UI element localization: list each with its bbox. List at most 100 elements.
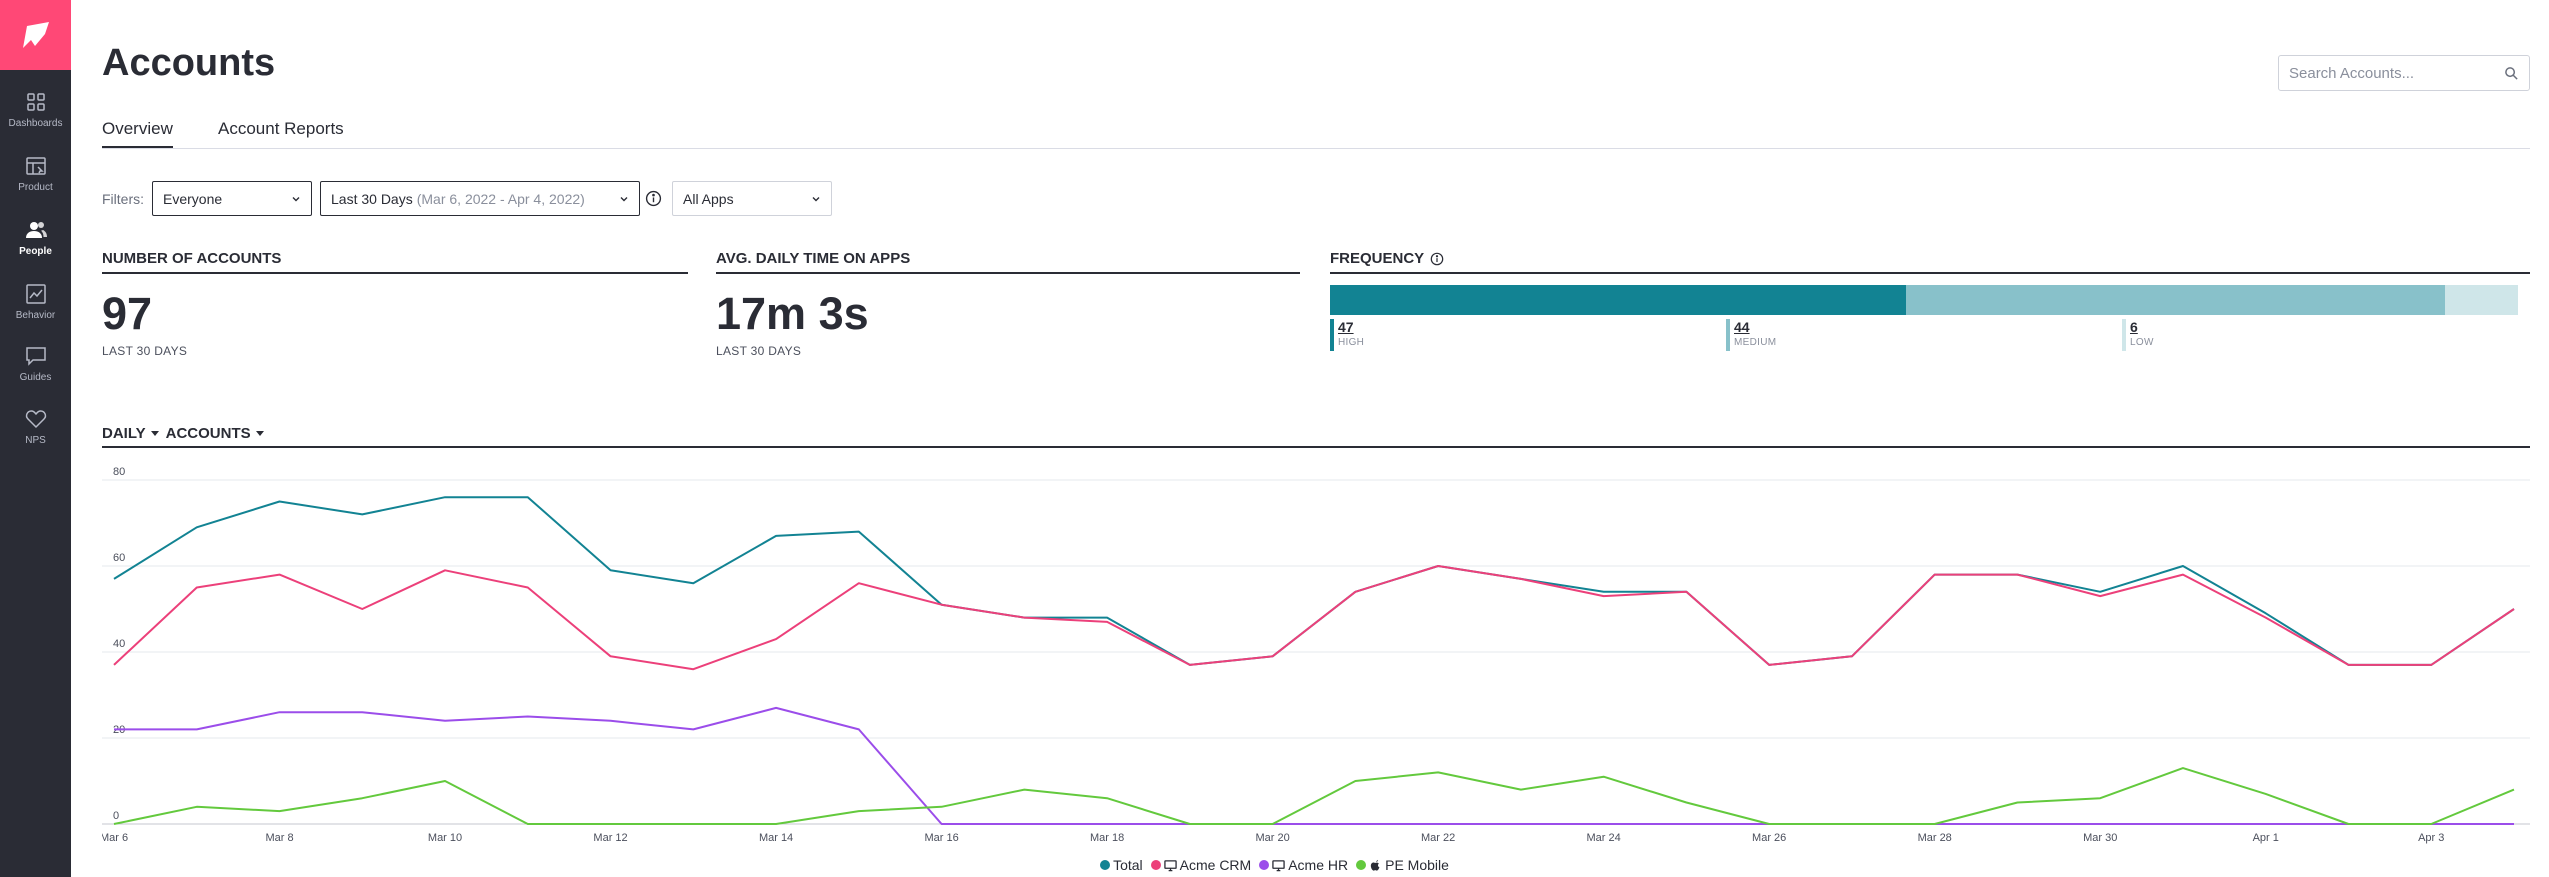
x-tick-label: Mar 10 — [428, 832, 462, 844]
legend-label: Total — [1113, 857, 1143, 873]
apps-select[interactable]: All Apps — [672, 181, 832, 216]
legend-dot — [1100, 860, 1111, 870]
legend-item[interactable]: Total — [1100, 857, 1143, 873]
metric-avg-daily-time: AVG. DAILY TIME ON APPS 17m 3s LAST 30 D… — [716, 250, 1300, 358]
x-tick-label: Mar 26 — [1752, 832, 1786, 844]
trend-icon — [25, 284, 46, 304]
grid-icon — [26, 93, 45, 111]
apps-value: All Apps — [683, 190, 734, 207]
metric-title: NUMBER OF ACCOUNTS — [102, 250, 688, 274]
legend-item[interactable]: PE Mobile — [1356, 857, 1449, 873]
y-tick-label: 80 — [113, 466, 125, 478]
x-tick-label: Mar 20 — [1255, 832, 1289, 844]
sidebar-item-dashboards[interactable]: Dashboards — [0, 90, 71, 144]
metric-dropdown[interactable]: ACCOUNTS — [165, 425, 251, 442]
tab-account-reports[interactable]: Account Reports — [218, 119, 344, 138]
desktop-icon — [1163, 859, 1177, 871]
x-tick-label: Apr 3 — [2418, 832, 2444, 844]
legend-item[interactable]: Acme HR — [1259, 857, 1348, 873]
info-icon[interactable] — [645, 190, 662, 207]
date-range-detail: (Mar 6, 2022 - Apr 4, 2022) — [416, 190, 585, 207]
segment-value: Everyone — [163, 190, 223, 207]
frequency-title: FREQUENCY — [1330, 250, 1425, 267]
frequency-count[interactable]: 47 — [1338, 319, 1354, 335]
chart-header: DAILY ACCOUNTS — [102, 425, 2530, 448]
frequency-segment-medium[interactable] — [1905, 285, 2445, 315]
legend-item[interactable]: Acme CRM — [1150, 857, 1252, 873]
metric-number-of-accounts: NUMBER OF ACCOUNTS 97 LAST 30 DAYS — [102, 250, 688, 358]
legend-dot — [1356, 860, 1367, 870]
metric-title: AVG. DAILY TIME ON APPS — [716, 250, 1300, 274]
frequency-count[interactable]: 6 — [2130, 319, 2138, 335]
legend-label: Acme CRM — [1179, 857, 1252, 873]
page-title: Accounts — [102, 42, 276, 84]
legend-label: Acme HR — [1288, 857, 1349, 873]
sidebar-item-nps[interactable]: NPS — [0, 407, 71, 461]
y-tick-label: 0 — [113, 810, 119, 822]
date-range-value: Last 30 Days — [331, 190, 413, 207]
sidebar-item-label: Product — [18, 182, 53, 193]
sidebar-item-label: Guides — [19, 372, 52, 383]
metric-frequency: FREQUENCY — [1330, 250, 2530, 274]
tab-overview[interactable]: Overview — [102, 119, 173, 148]
frequency-legend-item[interactable]: 47 HIGH — [1330, 319, 1365, 351]
series-line-acme-hr[interactable] — [114, 706, 2514, 825]
sidebar-item-label: Behavior — [15, 310, 56, 321]
y-tick-label: 60 — [113, 552, 125, 564]
caret-down-icon[interactable] — [150, 431, 159, 436]
sidebar-item-product[interactable]: Product — [0, 154, 71, 208]
frequency-legend-item[interactable]: 6 LOW — [2122, 319, 2154, 351]
filters-label: Filters: — [102, 190, 144, 207]
chevron-down-icon — [812, 197, 820, 202]
frequency-label: HIGH — [1338, 337, 1365, 348]
search-icon — [2505, 66, 2518, 80]
desktop-icon — [1272, 859, 1285, 871]
x-tick-label: Mar 18 — [1090, 832, 1124, 844]
x-tick-label: Mar 22 — [1421, 832, 1455, 844]
frequency-label: LOW — [2130, 337, 2154, 348]
info-icon[interactable] — [1430, 252, 1444, 266]
search-placeholder: Search Accounts... — [2289, 64, 2415, 82]
sidebar-item-behavior[interactable]: Behavior — [0, 282, 71, 336]
metric-subtitle: LAST 30 DAYS — [716, 344, 802, 358]
x-tick-label: Apr 1 — [2253, 832, 2279, 844]
sidebar-item-label: NPS — [25, 435, 46, 446]
x-tick-label: Mar 8 — [265, 832, 293, 844]
sidebar-item-guides[interactable]: Guides — [0, 344, 71, 398]
segment-select[interactable]: Everyone — [152, 181, 312, 216]
chevron-down-icon — [620, 197, 628, 202]
brand-logo[interactable] — [0, 0, 71, 70]
frequency-legend-item[interactable]: 44 MEDIUM — [1726, 319, 1777, 351]
interval-dropdown[interactable]: DAILY — [102, 425, 146, 442]
x-tick-label: Mar 24 — [1587, 832, 1621, 844]
series-line-total[interactable] — [113, 496, 2515, 666]
legend-dot — [1259, 860, 1270, 870]
caret-down-icon[interactable] — [255, 431, 264, 436]
frequency-segment-high[interactable] — [1330, 285, 1906, 315]
metric-subtitle: LAST 30 DAYS — [102, 344, 188, 358]
chat-icon — [25, 347, 46, 366]
y-tick-label: 40 — [113, 638, 125, 650]
metric-value: 17m 3s — [716, 288, 869, 339]
frequency-segment-low[interactable] — [2444, 285, 2518, 315]
date-range-select[interactable]: Last 30 Days (Mar 6, 2022 - Apr 4, 2022) — [320, 181, 640, 216]
series-line-pe-mobile[interactable] — [113, 767, 2515, 825]
sidebar-item-people[interactable]: People — [0, 218, 71, 272]
search-input[interactable]: Search Accounts... — [2278, 55, 2530, 91]
chevron-down-icon — [292, 197, 300, 202]
metric-value: 97 — [102, 288, 153, 339]
legend-dot — [1150, 860, 1161, 870]
x-tick-label: Mar 6 — [102, 832, 128, 844]
sidebar: Dashboards Product People Behavior Guide… — [0, 0, 71, 877]
series-line-acme-crm[interactable] — [113, 565, 2515, 671]
apple-icon — [1370, 859, 1380, 871]
x-tick-label: Mar 12 — [593, 832, 627, 844]
sidebar-item-label: Dashboards — [8, 118, 63, 129]
frequency-count[interactable]: 44 — [1734, 319, 1750, 335]
legend-swatch — [2122, 319, 2126, 351]
chart-legend: Total Acme CRM Acme HR PE Mobile — [0, 857, 2549, 873]
filter-bar: Filters: Everyone Last 30 Days (Mar 6, 2… — [102, 181, 832, 216]
frequency-label: MEDIUM — [1734, 337, 1777, 348]
